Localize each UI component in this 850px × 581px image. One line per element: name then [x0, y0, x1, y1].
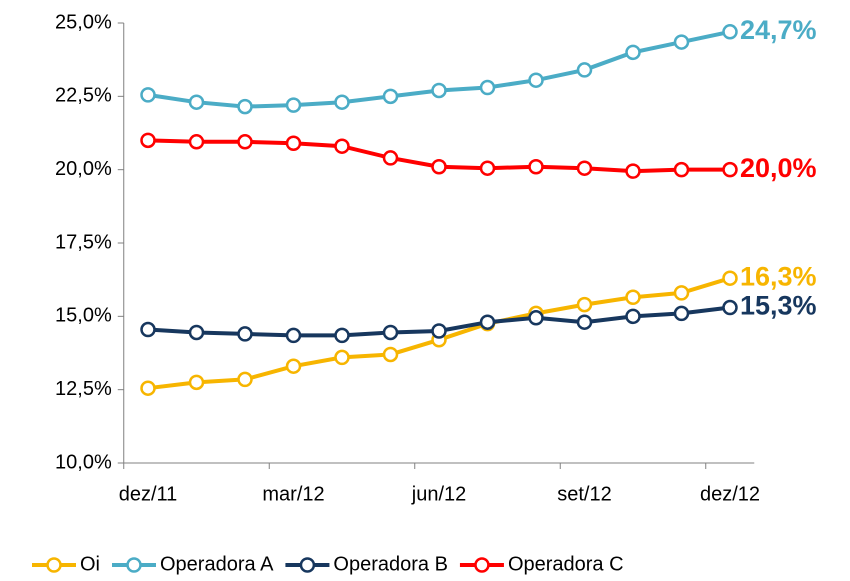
point: [237, 371, 253, 388]
point: [285, 135, 302, 152]
x-tick-label: jun/12: [411, 483, 467, 505]
point: [237, 134, 253, 150]
legend-marker: [46, 557, 62, 573]
legend-label: Oi: [80, 553, 100, 575]
point: [382, 324, 399, 341]
y-tick-label: 22,5%: [55, 85, 112, 107]
y-tick-label: 17,5%: [55, 231, 112, 253]
point: [334, 138, 350, 154]
value-label: 20,0%: [740, 153, 817, 183]
y-tick-label: 12,5%: [55, 378, 112, 400]
point: [431, 323, 447, 339]
point: [188, 324, 205, 341]
point: [722, 161, 738, 178]
point: [285, 358, 302, 374]
point: [576, 160, 593, 176]
point: [479, 79, 496, 96]
point: [673, 305, 690, 322]
point: [576, 296, 593, 313]
point: [140, 380, 156, 396]
x-tick-label: set/12: [557, 483, 611, 505]
point: [140, 87, 156, 103]
point: [528, 72, 544, 88]
point: [188, 374, 205, 391]
x-tick-label: dez/12: [700, 483, 760, 505]
point: [673, 285, 690, 301]
point: [673, 161, 690, 178]
legend-marker: [474, 557, 490, 573]
y-tick-label: 15,0%: [55, 305, 112, 327]
point: [722, 270, 738, 286]
point: [334, 327, 350, 344]
point: [188, 94, 205, 110]
point: [431, 82, 447, 99]
point: [528, 310, 544, 326]
point: [722, 24, 738, 40]
point: [237, 98, 253, 115]
point: [140, 321, 156, 338]
value-label: 24,7%: [740, 15, 817, 45]
point: [382, 346, 399, 363]
legend-marker: [299, 557, 316, 573]
point: [673, 34, 690, 50]
value-label: 15,3%: [740, 291, 817, 321]
legend-label: Operadora B: [333, 553, 448, 575]
point: [188, 134, 205, 150]
point: [382, 88, 399, 105]
point: [625, 163, 641, 179]
point: [576, 62, 593, 78]
point: [334, 94, 350, 110]
point: [625, 44, 641, 61]
legend-label: Operadora C: [508, 553, 624, 575]
point: [479, 314, 496, 330]
point: [625, 308, 641, 325]
point: [625, 289, 641, 306]
point: [140, 132, 156, 149]
y-tick-label: 20,0%: [55, 158, 112, 180]
x-tick-label: dez/11: [119, 483, 178, 505]
value-label: 16,3%: [740, 261, 817, 291]
legend-label: Operadora A: [160, 553, 274, 575]
point: [285, 327, 302, 344]
x-tick-label: mar/12: [262, 483, 324, 505]
legend-marker: [126, 557, 142, 573]
point: [576, 314, 593, 330]
point: [431, 158, 447, 175]
point: [479, 160, 496, 176]
point: [722, 299, 738, 316]
y-tick-label: 25,0%: [55, 11, 112, 33]
point: [334, 349, 350, 366]
y-tick-label: 10,0%: [55, 451, 112, 473]
point: [382, 150, 399, 166]
point: [237, 326, 253, 342]
point: [285, 97, 302, 113]
point: [528, 158, 544, 175]
